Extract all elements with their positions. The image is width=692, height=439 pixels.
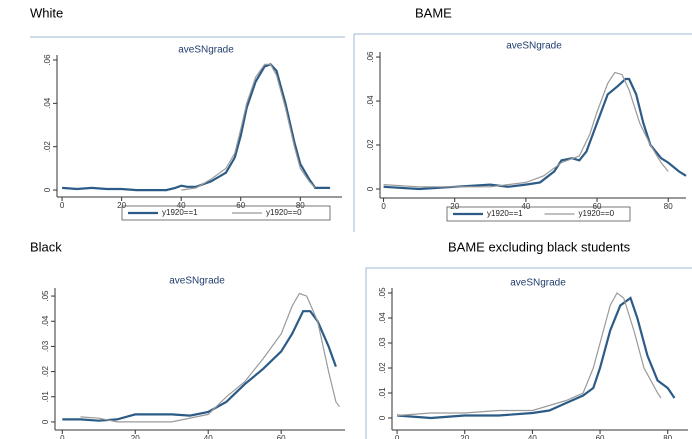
legend-box [121, 205, 331, 221]
y-tick-label: 0 [378, 415, 387, 420]
density-line [80, 292, 340, 423]
x-tick-label: 80 [664, 202, 673, 211]
panel-heading: BAME [415, 5, 452, 20]
x-tick-label: 0 [60, 434, 65, 439]
y-tick-label: .02 [43, 141, 52, 153]
y-tick-label: .03 [378, 337, 387, 349]
density-line [397, 292, 662, 417]
x-tick-label: 0 [60, 201, 65, 210]
y-tick-label: .04 [378, 312, 387, 324]
density-line [62, 310, 337, 422]
x-tick-label: 0 [381, 202, 386, 211]
legend-label: y1920==1 [162, 208, 198, 217]
y-tick-label: .01 [378, 387, 387, 399]
x-tick-label: 20 [131, 434, 140, 439]
y-tick-label: .04 [366, 95, 375, 107]
density-line [383, 77, 687, 191]
panel-heading: BAME excluding black students [448, 239, 631, 254]
x-tick-label: 40 [204, 434, 213, 439]
y-tick-label: .02 [378, 362, 387, 374]
x-tick-label: 60 [596, 434, 605, 439]
panel-heading: Black [30, 239, 62, 254]
y-tick-label: .04 [43, 97, 52, 109]
legend-label: y1920==0 [266, 208, 302, 217]
y-tick-label: .06 [43, 54, 52, 66]
panel-frame [365, 267, 692, 439]
y-tick-label: .05 [378, 287, 387, 299]
y-tick-label: .06 [366, 51, 375, 63]
y-tick-label: .03 [41, 340, 50, 352]
y-tick-label: .02 [41, 365, 50, 377]
panel-frame [353, 33, 692, 232]
y-tick-label: 0 [41, 419, 50, 424]
chart-title: aveSNgrade [178, 45, 234, 56]
chart-title: aveSNgrade [510, 278, 566, 289]
y-tick-label: .04 [41, 315, 50, 327]
legend-label: y1920==0 [579, 209, 615, 218]
chart-title: aveSNgrade [506, 41, 562, 52]
legend-label: y1920==1 [487, 209, 523, 218]
x-tick-label: 60 [277, 434, 286, 439]
y-tick-label: .01 [41, 391, 50, 403]
density-line [383, 71, 669, 188]
y-tick-label: 0 [43, 187, 52, 192]
legend-box [446, 206, 631, 222]
x-tick-label: 80 [663, 434, 672, 439]
y-tick-label: 0 [366, 186, 375, 191]
density-line [397, 296, 676, 420]
chart-title: aveSNgrade [169, 276, 225, 287]
x-tick-label: 20 [460, 434, 469, 439]
x-tick-label: 0 [395, 434, 400, 439]
density-line [181, 63, 316, 191]
y-tick-label: .02 [366, 139, 375, 151]
y-tick-label: .05 [41, 290, 50, 302]
density-line [62, 63, 331, 192]
x-tick-label: 40 [528, 434, 537, 439]
panel-heading: White [30, 5, 63, 20]
